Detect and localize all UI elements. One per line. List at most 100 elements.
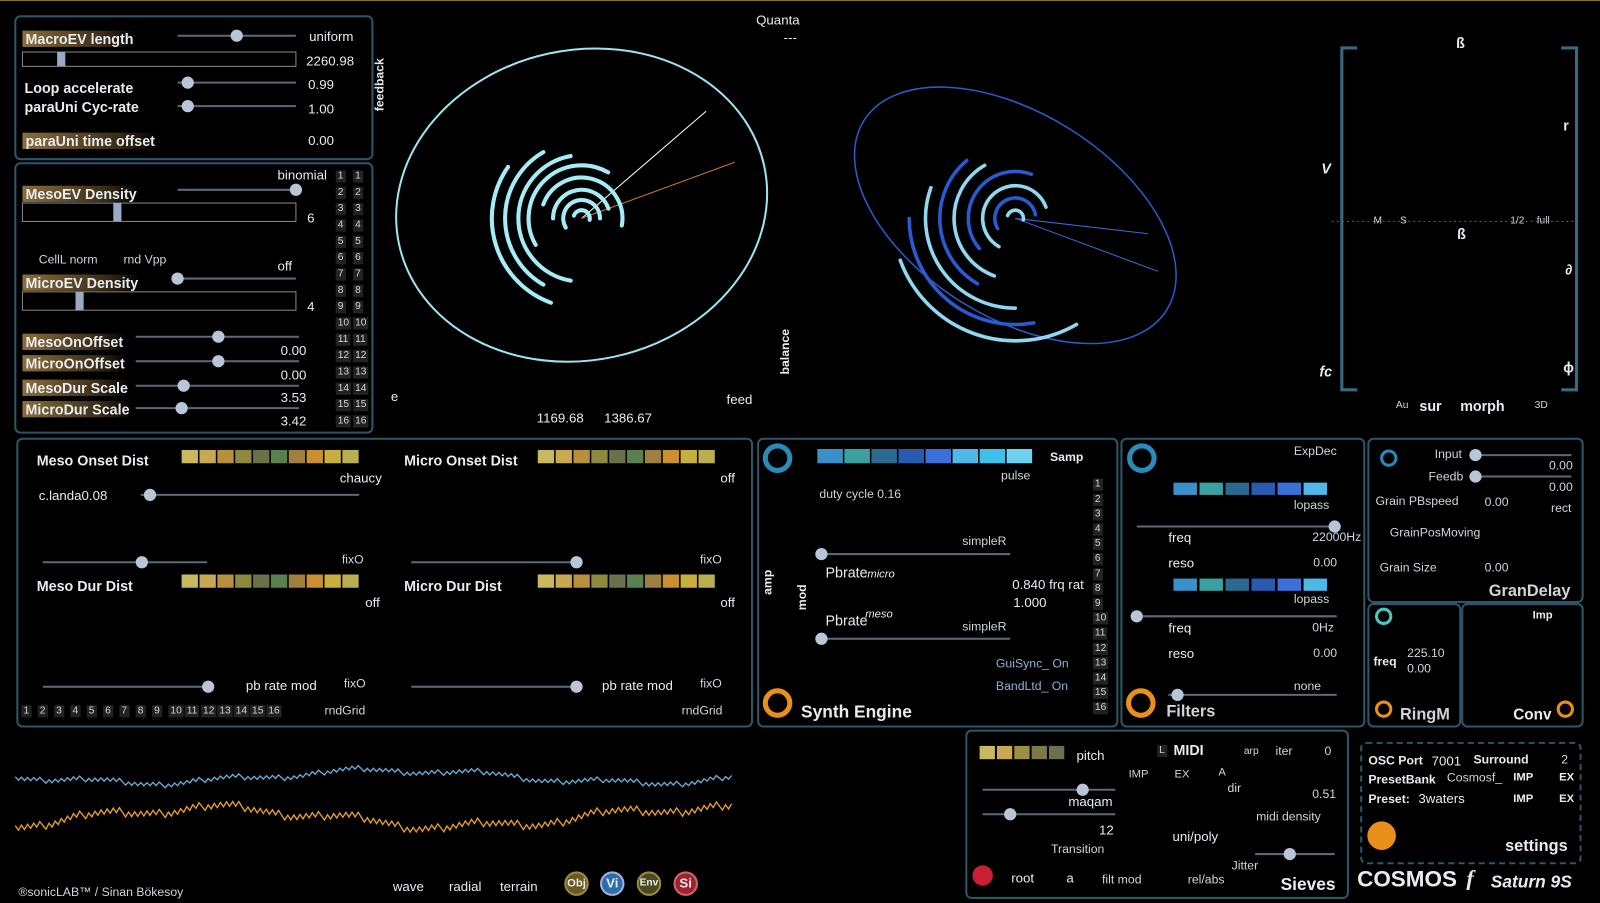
swatch <box>591 449 608 464</box>
swatch <box>181 574 198 588</box>
full: full <box>1536 215 1550 227</box>
toggle-button <box>1556 700 1574 718</box>
imp-1: IMP <box>1513 771 1534 784</box>
credit: ®sonicLAB™ / Sinan Bökesoy <box>18 884 184 899</box>
11: 12 <box>1092 642 1109 655</box>
slider-knob <box>1328 520 1341 533</box>
radial: radial <box>448 878 482 894</box>
mode: uniform <box>309 28 354 44</box>
8: 9 <box>152 705 162 718</box>
length-label: MacroEV length <box>22 30 137 47</box>
12: 13 <box>335 366 352 379</box>
3: 4 <box>335 219 346 232</box>
meso-dur: MesoDur Scale <box>22 379 131 396</box>
fix-1: fixO <box>341 552 364 567</box>
slider-knob <box>177 379 190 392</box>
arp: arp <box>1243 745 1259 758</box>
freq-1: freq <box>1168 529 1192 545</box>
10: 11 <box>1092 627 1108 640</box>
feedb-value: 0.00 <box>1548 479 1573 494</box>
loop-value: 0.99 <box>308 76 334 92</box>
feedb: Feedb <box>1428 469 1464 484</box>
meso-dur-mode: off <box>365 594 380 611</box>
slider-knob <box>1076 783 1089 796</box>
imp: IMP <box>1128 768 1149 781</box>
swatch <box>680 574 697 588</box>
0: 1 <box>335 170 346 183</box>
f: f <box>1466 865 1474 891</box>
root: root <box>1011 870 1035 886</box>
imp-2: IMP <box>1513 792 1534 806</box>
trajectory <box>1005 208 1026 222</box>
three-d: 3D <box>1534 399 1548 412</box>
x-value: 1169.68 <box>536 410 584 426</box>
input: Input <box>1434 446 1462 462</box>
orbit <box>395 47 769 363</box>
feed: feed <box>726 391 753 408</box>
pb-rate-1: pb rate mod <box>245 677 317 693</box>
slider-knob <box>815 632 828 645</box>
quanta: Quanta <box>756 12 800 28</box>
swatch <box>1251 578 1275 591</box>
10: 11 <box>335 333 351 346</box>
transition: Transition <box>1051 841 1105 857</box>
filters-panel <box>1120 437 1366 728</box>
9: 10 <box>1092 612 1109 625</box>
slider-knob <box>171 272 184 285</box>
7: 8 <box>353 284 363 297</box>
m: M <box>1373 215 1382 227</box>
surround: Surround <box>1473 752 1529 767</box>
swatch <box>609 574 626 588</box>
beta-mid: ß <box>1457 225 1466 242</box>
2: 3 <box>1092 508 1103 521</box>
jitter: Jitter <box>1231 858 1259 873</box>
ex: EX <box>1174 768 1190 781</box>
micro-dur-mode: off <box>720 594 735 611</box>
reso-2: reso <box>1168 645 1195 662</box>
ringmod-panel <box>1367 603 1462 728</box>
freq: freq <box>1373 654 1397 669</box>
slider-knob <box>1283 847 1296 861</box>
swatch <box>555 449 572 464</box>
size-value: 0.00 <box>1484 560 1509 575</box>
meso-on-value: 0.00 <box>280 342 307 359</box>
3: 4 <box>70 705 81 718</box>
preset: Preset: <box>1368 791 1410 807</box>
swatch <box>898 448 924 464</box>
trajectory <box>952 163 997 278</box>
3: 4 <box>353 219 363 232</box>
bank-value: Cosmosf_ <box>1446 770 1503 785</box>
waveform <box>14 800 733 834</box>
s: S <box>1399 215 1407 227</box>
type-1: lopass <box>1293 497 1330 513</box>
0: 1 <box>1092 478 1103 491</box>
swatch <box>537 574 555 588</box>
meso-onset-mode: chaucy <box>339 470 382 486</box>
frq: 0.840 frq rat <box>1012 576 1084 592</box>
half: 1/2 <box>1510 215 1525 227</box>
freq-value-1: 22000Hz <box>1312 529 1362 544</box>
swatch <box>662 449 680 464</box>
slider-knob <box>230 29 243 42</box>
swatch <box>591 574 608 588</box>
trajectory <box>551 187 611 221</box>
freq-value-2: 0Hz <box>1312 620 1335 635</box>
meso-density: MesoEV Density <box>22 185 140 203</box>
meso: meso <box>865 608 893 621</box>
sieves-panel <box>965 729 1349 899</box>
swatch <box>996 745 1013 760</box>
5: 6 <box>335 252 346 265</box>
trajectory <box>898 258 1079 343</box>
pos-moving: GrainPosMoving <box>1389 525 1481 540</box>
pbrate-2: Pbrate <box>825 612 868 629</box>
slider-knob <box>570 680 583 693</box>
4: 5 <box>86 705 97 718</box>
fc: fc <box>1319 363 1333 380</box>
slider-knob <box>1004 808 1017 821</box>
15: 16 <box>1092 702 1109 715</box>
swatch <box>979 745 995 760</box>
7: 8 <box>135 705 146 718</box>
freq-value-2: 0.00 <box>1407 661 1431 676</box>
trajectory <box>966 169 1034 251</box>
swatch <box>288 574 306 588</box>
